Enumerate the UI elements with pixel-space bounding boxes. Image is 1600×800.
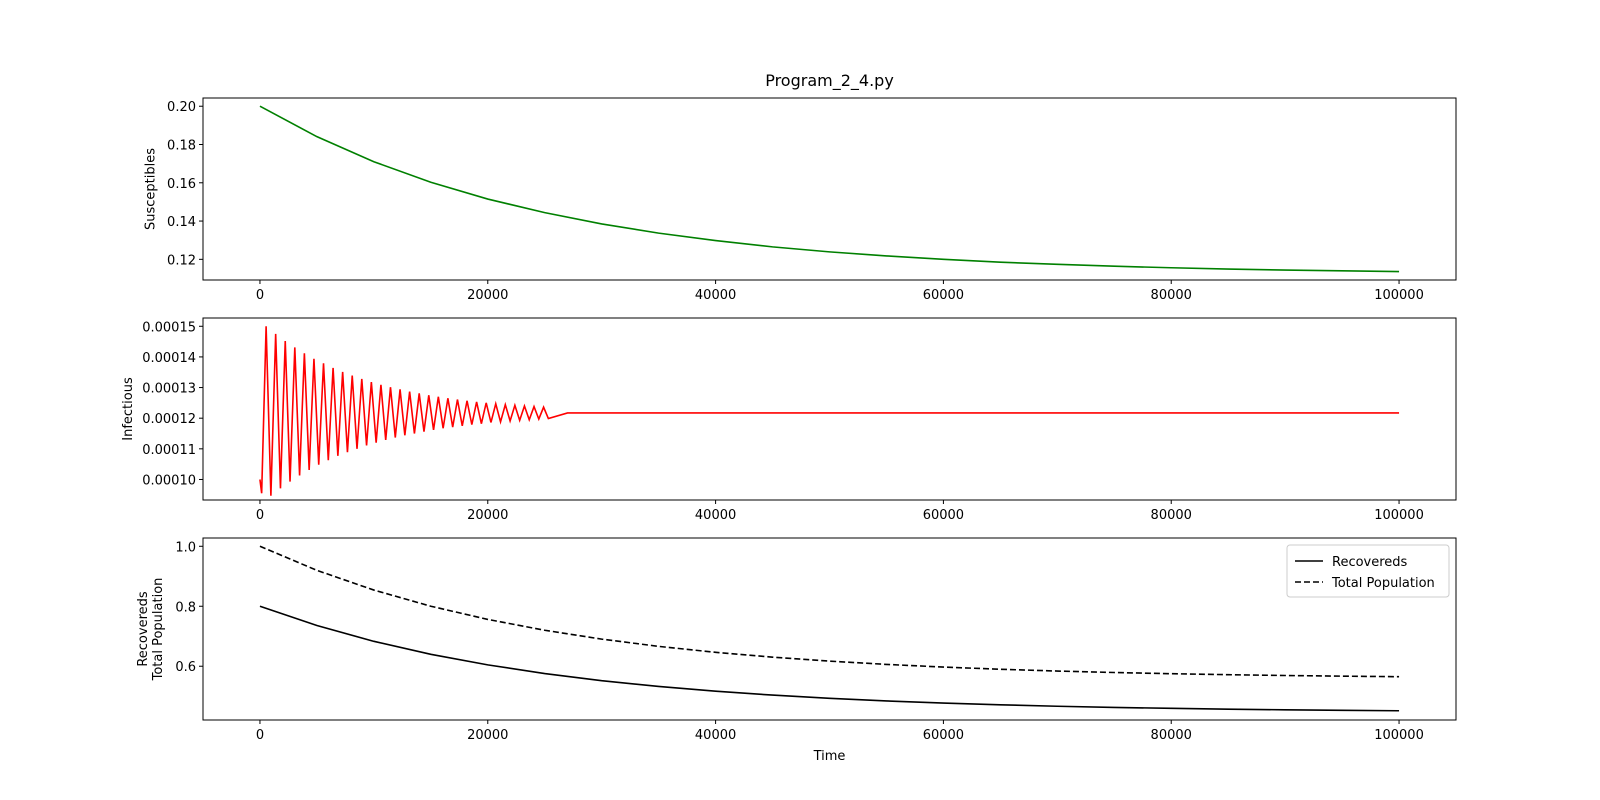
x-tick-label: 20000 <box>467 508 508 523</box>
y-axis-label: Infectious <box>121 377 136 441</box>
legend-label: Recovereds <box>1332 555 1408 570</box>
x-tick-label: 0 <box>256 728 264 743</box>
x-tick-label: 60000 <box>923 288 964 303</box>
x-tick-label: 0 <box>256 508 264 523</box>
line-series <box>259 105 1400 273</box>
y-axis-label: Susceptibles <box>144 148 159 230</box>
x-tick-label: 80000 <box>1151 728 1192 743</box>
y-tick-label: 0.8 <box>175 600 196 615</box>
y-tick-label: 0.00012 <box>142 412 196 427</box>
plot-frame <box>202 317 1457 501</box>
x-tick-label: 40000 <box>695 508 736 523</box>
y-tick-label: 0.00010 <box>142 473 196 488</box>
x-tick-label: 100000 <box>1374 728 1424 743</box>
y-tick-label: 0.00015 <box>142 320 196 335</box>
y-tick-label: 0.16 <box>167 177 196 192</box>
x-tick-label: 80000 <box>1151 288 1192 303</box>
y-tick-label: 0.00014 <box>142 351 196 366</box>
y-axis-label: Total Population <box>151 578 166 682</box>
line-series <box>259 545 1400 678</box>
chart-title: Program_2_4.py <box>765 71 894 91</box>
y-tick-label: 0.18 <box>167 139 196 154</box>
x-tick-label: 100000 <box>1374 288 1424 303</box>
x-tick-label: 40000 <box>695 728 736 743</box>
x-axis-label: Time <box>813 749 846 764</box>
legend-label: Total Population <box>1331 576 1435 591</box>
x-tick-label: 20000 <box>467 728 508 743</box>
x-tick-label: 60000 <box>923 728 964 743</box>
line-series <box>259 326 1400 496</box>
plot-frame <box>202 97 1457 281</box>
y-tick-label: 0.6 <box>175 660 196 675</box>
x-tick-label: 80000 <box>1151 508 1192 523</box>
x-tick-label: 100000 <box>1374 508 1424 523</box>
y-tick-label: 0.14 <box>167 215 196 230</box>
x-tick-label: 20000 <box>467 288 508 303</box>
y-tick-label: 0.20 <box>167 100 196 115</box>
y-tick-label: 0.12 <box>167 253 196 268</box>
y-axis-label: Recovereds <box>136 591 151 667</box>
y-tick-label: 0.00013 <box>142 382 196 397</box>
y-tick-label: 1.0 <box>175 540 196 555</box>
y-tick-label: 0.00011 <box>142 443 196 458</box>
x-tick-label: 60000 <box>923 508 964 523</box>
line-series <box>259 605 1400 712</box>
plot-frame <box>202 537 1457 721</box>
x-tick-label: 40000 <box>695 288 736 303</box>
legend-box <box>1286 544 1450 598</box>
x-tick-label: 0 <box>256 288 264 303</box>
